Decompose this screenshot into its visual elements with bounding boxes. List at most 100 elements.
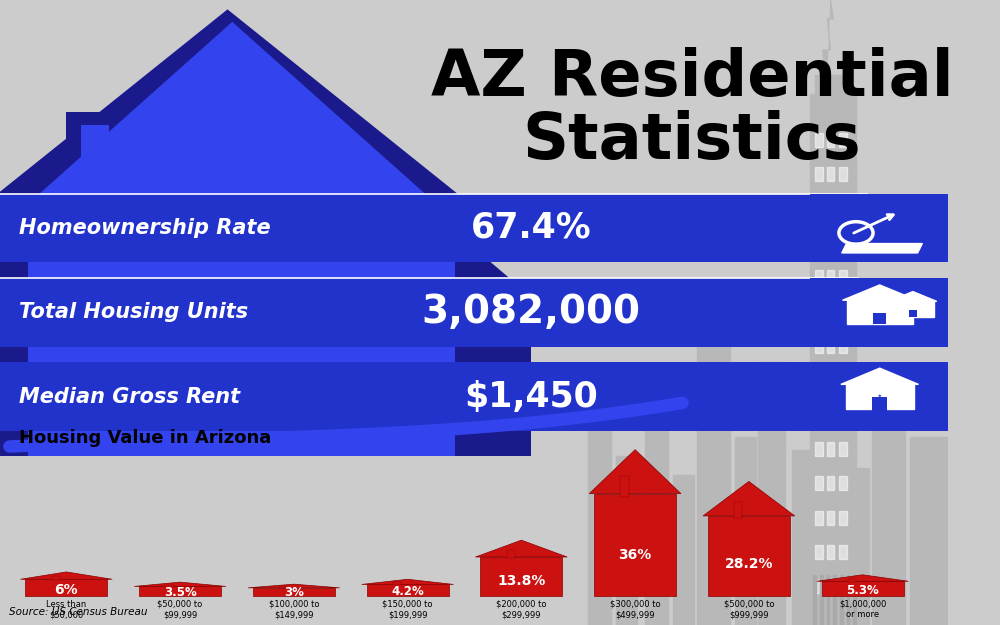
Bar <box>815 442 823 456</box>
Polygon shape <box>889 292 937 301</box>
Bar <box>815 168 823 181</box>
Text: AZ Residential: AZ Residential <box>431 47 953 109</box>
Text: Less than
$50,000: Less than $50,000 <box>46 599 86 619</box>
Bar <box>827 236 834 250</box>
Bar <box>839 545 847 559</box>
Polygon shape <box>823 0 833 94</box>
Bar <box>853 574 856 624</box>
Bar <box>588 424 611 624</box>
Bar <box>909 310 917 317</box>
Bar <box>815 339 823 353</box>
Text: $200,000 to
$299,999: $200,000 to $299,999 <box>496 599 547 619</box>
Bar <box>827 408 834 421</box>
Bar <box>815 75 851 112</box>
Text: 3%: 3% <box>284 586 304 599</box>
Polygon shape <box>594 494 676 596</box>
Polygon shape <box>480 557 562 596</box>
Bar <box>673 474 694 624</box>
Bar <box>839 442 847 456</box>
Bar <box>616 456 637 624</box>
Text: 3.5%: 3.5% <box>164 586 196 599</box>
Bar <box>839 339 847 353</box>
Bar <box>827 202 834 216</box>
Bar <box>734 503 742 518</box>
Text: $1,450: $1,450 <box>464 379 598 414</box>
Polygon shape <box>708 516 790 596</box>
Bar <box>827 168 834 181</box>
Text: 67.4%: 67.4% <box>471 211 591 245</box>
Polygon shape <box>25 579 107 596</box>
Bar <box>815 545 823 559</box>
Text: $50,000 to
$99,999: $50,000 to $99,999 <box>157 599 203 619</box>
Bar <box>810 362 848 431</box>
Bar <box>910 437 948 624</box>
Bar <box>872 431 905 624</box>
Bar <box>840 574 843 624</box>
Text: $1,000,000
or more: $1,000,000 or more <box>839 599 886 619</box>
Bar <box>827 511 834 524</box>
Polygon shape <box>0 238 474 456</box>
Polygon shape <box>253 588 335 596</box>
Bar <box>815 476 823 490</box>
Bar <box>645 388 668 624</box>
Polygon shape <box>847 300 913 324</box>
Bar <box>0 194 810 262</box>
Polygon shape <box>817 575 908 581</box>
Bar <box>839 476 847 490</box>
Bar <box>810 278 858 347</box>
Bar <box>815 202 823 216</box>
Bar <box>52 576 60 580</box>
Bar <box>839 579 847 593</box>
Text: Total Housing Units: Total Housing Units <box>19 302 248 322</box>
Text: Source: US Census Bureau: Source: US Census Bureau <box>9 607 148 617</box>
Bar <box>810 94 856 624</box>
Bar <box>839 374 847 388</box>
Polygon shape <box>822 581 904 596</box>
Polygon shape <box>20 572 112 579</box>
Bar <box>810 278 948 347</box>
Bar <box>810 194 867 262</box>
Bar <box>0 362 810 431</box>
Bar <box>815 374 823 388</box>
Bar <box>827 476 834 490</box>
Bar <box>817 406 846 624</box>
Bar <box>839 271 847 284</box>
Bar <box>810 194 948 262</box>
Text: Median Gross Rent: Median Gross Rent <box>19 386 240 406</box>
Bar <box>827 442 834 456</box>
Bar <box>279 586 287 588</box>
Bar <box>827 374 834 388</box>
Bar <box>820 574 823 624</box>
Polygon shape <box>284 200 550 312</box>
Polygon shape <box>703 481 795 516</box>
Bar <box>815 408 823 421</box>
Bar <box>813 574 816 624</box>
Bar <box>815 133 823 147</box>
Bar <box>827 305 834 319</box>
Polygon shape <box>367 584 449 596</box>
Bar <box>827 574 829 624</box>
Text: 4.2%: 4.2% <box>391 585 424 598</box>
Bar <box>827 133 834 147</box>
Polygon shape <box>841 368 919 384</box>
Bar <box>827 579 834 593</box>
Bar <box>827 271 834 284</box>
Text: 36%: 36% <box>618 548 652 562</box>
Bar <box>758 362 785 624</box>
Bar <box>839 168 847 181</box>
Bar <box>815 305 823 319</box>
Polygon shape <box>589 449 681 494</box>
Polygon shape <box>66 112 114 200</box>
Bar <box>620 476 629 497</box>
Polygon shape <box>139 586 221 596</box>
Bar <box>815 511 823 524</box>
Polygon shape <box>28 238 455 456</box>
Text: 6%: 6% <box>55 582 78 596</box>
Text: $300,000 to
$499,999: $300,000 to $499,999 <box>610 599 660 619</box>
Text: 5.3%: 5.3% <box>846 584 879 597</box>
Text: $: $ <box>878 394 882 399</box>
Polygon shape <box>0 9 512 238</box>
Bar <box>827 545 834 559</box>
Bar <box>165 585 174 587</box>
Bar <box>507 551 515 558</box>
